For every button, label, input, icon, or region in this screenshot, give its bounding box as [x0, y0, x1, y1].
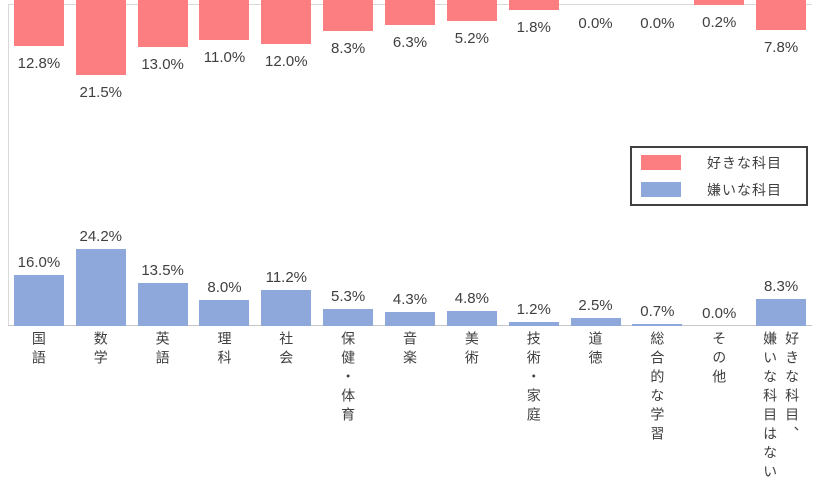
- value-label-liked: 11.0%: [203, 49, 246, 66]
- value-label-liked: 8.3%: [331, 40, 366, 57]
- value-label-disliked: 5.3%: [331, 288, 366, 305]
- bar-disliked: [508, 322, 559, 326]
- category-label: 保健・体育: [340, 331, 357, 426]
- value-label-disliked: 0.7%: [640, 303, 675, 320]
- value-label-disliked: 4.3%: [392, 291, 428, 308]
- bar-disliked: [137, 283, 188, 326]
- bar-disliked: [570, 318, 621, 326]
- legend-item-disliked: 嫌いな科目: [641, 180, 806, 200]
- bar-liked: [508, 0, 559, 10]
- category-label: 社会: [278, 331, 295, 369]
- category-label: 数学: [92, 331, 109, 369]
- bar-liked: [756, 0, 807, 30]
- category-label: その他: [711, 331, 728, 388]
- value-label-disliked: 24.2%: [79, 228, 123, 245]
- bar-liked: [13, 0, 64, 46]
- value-label-liked: 12.0%: [265, 53, 308, 70]
- bar-liked: [75, 0, 126, 75]
- bar-liked: [323, 0, 374, 31]
- value-label-liked: 13.0%: [141, 56, 184, 73]
- value-label-liked: 5.2%: [454, 30, 489, 47]
- value-label-disliked: 11.2%: [265, 269, 308, 286]
- value-label-liked: 0.2%: [702, 14, 737, 31]
- bar-disliked: [199, 300, 250, 326]
- disliked-series-swatch: [641, 182, 681, 197]
- value-label-disliked: 1.2%: [516, 301, 551, 318]
- category-label: 総合的な学習: [649, 331, 666, 445]
- value-label-disliked: 13.5%: [141, 262, 184, 279]
- bar-liked: [694, 0, 745, 5]
- y-axis-line: [8, 4, 9, 326]
- value-label-liked: 1.8%: [516, 19, 551, 36]
- value-label-liked: 7.8%: [763, 39, 799, 56]
- bar-disliked: [323, 309, 374, 326]
- category-label: 英語: [154, 331, 171, 369]
- value-label-liked: 0.0%: [640, 15, 675, 32]
- value-label-liked: 6.3%: [392, 34, 428, 51]
- category-label: 道徳: [587, 331, 604, 369]
- legend: 好きな科目 嫌いな科目: [630, 146, 808, 206]
- liked-series-swatch: [641, 155, 681, 170]
- bar-disliked: [75, 249, 126, 326]
- category-label: 美術: [463, 331, 480, 369]
- bar-disliked: [446, 311, 497, 326]
- legend-item-liked: 好きな科目: [641, 153, 806, 173]
- value-label-disliked: 8.0%: [207, 279, 242, 296]
- bar-disliked: [632, 324, 683, 326]
- value-label-disliked: 16.0%: [17, 254, 61, 271]
- bar-liked: [137, 0, 188, 47]
- bar-disliked: [756, 299, 807, 326]
- category-label: 好きな科目、 嫌いな科目はない: [762, 331, 801, 483]
- bar-liked: [199, 0, 250, 40]
- category-label: 音楽: [402, 331, 418, 369]
- bar-disliked: [13, 275, 64, 326]
- category-label: 国語: [30, 331, 47, 369]
- value-label-liked: 12.8%: [17, 55, 61, 72]
- category-label: 技術・家庭: [525, 331, 542, 426]
- bar-disliked: [261, 290, 312, 326]
- legend-label-disliked: 嫌いな科目: [707, 181, 782, 198]
- bar-liked: [385, 0, 435, 25]
- value-label-liked: 0.0%: [578, 15, 613, 32]
- legend-label-liked: 好きな科目: [707, 154, 782, 171]
- value-label-disliked: 2.5%: [578, 297, 613, 314]
- category-label: 理科: [216, 331, 233, 369]
- value-label-disliked: 4.8%: [454, 290, 489, 307]
- value-label-liked: 21.5%: [79, 84, 123, 101]
- value-label-disliked: 0.0%: [702, 305, 737, 322]
- bar-liked: [261, 0, 312, 44]
- bar-liked: [446, 0, 497, 21]
- bar-disliked: [385, 312, 435, 326]
- value-label-disliked: 8.3%: [763, 278, 799, 295]
